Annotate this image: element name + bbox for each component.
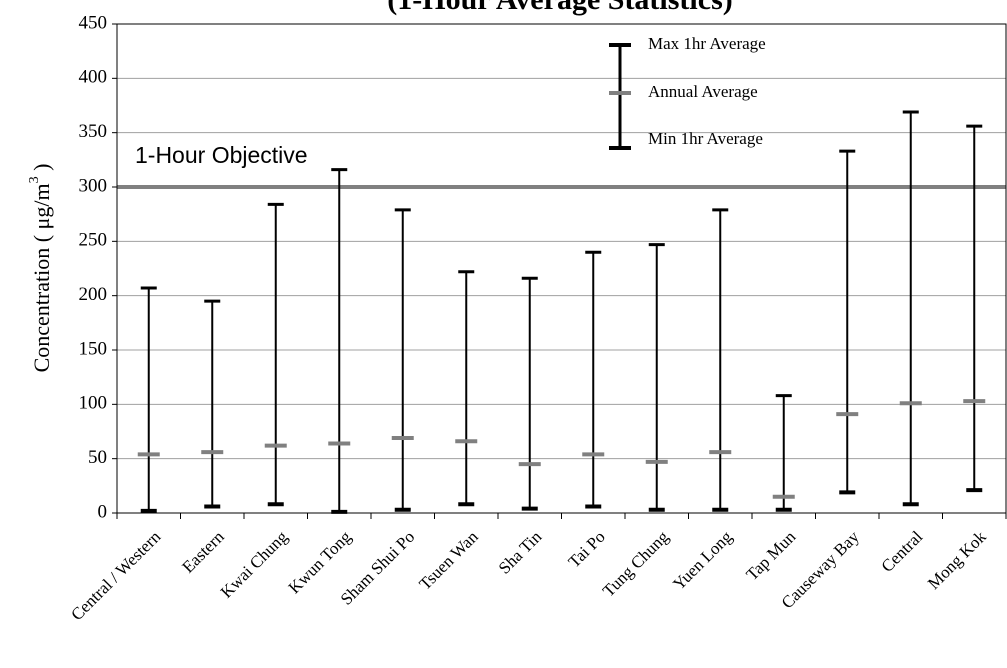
y-tick-label: 100 xyxy=(79,393,108,414)
y-tick-label: 150 xyxy=(79,338,108,359)
legend-label: Annual Average xyxy=(648,82,758,101)
legend-label: Max 1hr Average xyxy=(648,34,766,53)
y-tick-label: 400 xyxy=(79,67,108,88)
y-axis-title-sup: 3 xyxy=(27,176,42,183)
chart-title: (1-Hour Average Statistics) xyxy=(387,0,732,16)
objective-label: 1-Hour Objective xyxy=(135,142,308,168)
y-axis-title-end: ) xyxy=(29,164,54,177)
y-tick-label: 200 xyxy=(79,284,108,305)
y-axis-title: Concentration ( μg/m3 ) xyxy=(27,164,54,373)
y-axis-title-main: Concentration ( μg/m xyxy=(29,183,54,372)
y-tick-label: 450 xyxy=(79,12,108,33)
y-tick-label: 300 xyxy=(79,175,108,196)
y-tick-label: 50 xyxy=(88,447,107,468)
y-tick-label: 0 xyxy=(98,501,108,522)
y-tick-label: 350 xyxy=(79,121,108,142)
legend-label: Min 1hr Average xyxy=(648,129,763,148)
y-tick-label: 250 xyxy=(79,230,108,251)
